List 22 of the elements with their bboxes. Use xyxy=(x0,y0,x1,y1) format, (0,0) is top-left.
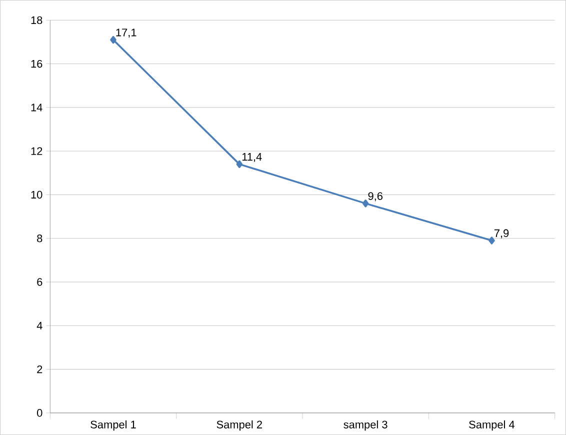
y-tick-label: 2 xyxy=(37,365,42,374)
point xyxy=(362,200,369,208)
data-label: 7,9 xyxy=(494,229,509,238)
point xyxy=(110,36,116,44)
y-tick-label: 18 xyxy=(31,16,42,24)
y-tick-label: 4 xyxy=(36,322,42,330)
y-tick-label: 10 xyxy=(31,190,42,199)
x-tick-label: Sampel 2 xyxy=(216,420,262,431)
y-tick-label: 6 xyxy=(37,278,42,286)
point xyxy=(236,160,243,168)
y-tick-label: 14 xyxy=(31,104,42,112)
y-tick-label: 12 xyxy=(31,147,42,155)
y-tick-label: 8 xyxy=(37,234,42,242)
x-tick-label: Sampel 4 xyxy=(469,420,515,431)
y-tick-label: 0 xyxy=(37,409,42,417)
y-tick-label: 16 xyxy=(31,60,42,68)
data-label: 17,1 xyxy=(116,28,136,38)
x-tick-label: Sampel 1 xyxy=(90,420,136,431)
data-label: 9,6 xyxy=(368,192,382,202)
x-tick-label: sampel 3 xyxy=(344,420,388,431)
data-label: 11,4 xyxy=(242,153,262,162)
point xyxy=(488,236,495,244)
